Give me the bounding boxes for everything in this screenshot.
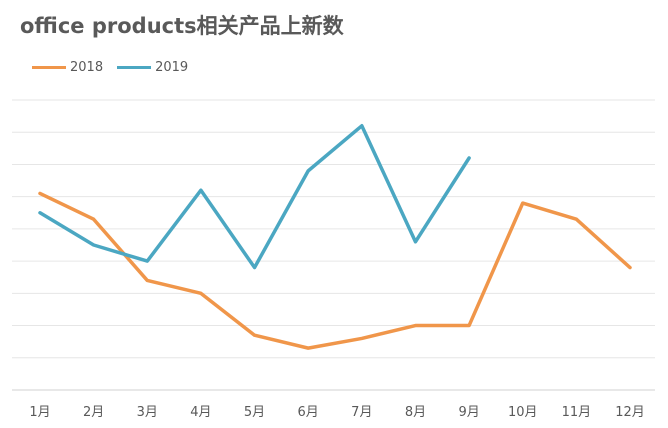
x-tick-label: 1月 <box>29 405 50 420</box>
x-tick-label: 2月 <box>83 405 104 420</box>
x-tick-label: 4月 <box>190 405 211 420</box>
chart-title: office products相关产品上新数 <box>20 14 344 38</box>
legend-swatch-2019 <box>117 66 152 69</box>
legend-label-2019: 2019 <box>155 60 189 75</box>
x-tick-label: 5月 <box>244 405 265 420</box>
legend-item-2018: 2018 <box>32 60 103 75</box>
x-tick-label: 10月 <box>508 405 538 420</box>
legend-item-2019: 2019 <box>117 60 188 75</box>
legend-label-2018: 2018 <box>70 60 104 75</box>
x-tick-label: 12月 <box>615 405 645 420</box>
x-tick-label: 9月 <box>458 405 479 420</box>
x-tick-label: 8月 <box>405 405 426 420</box>
legend-swatch-2018 <box>32 66 66 69</box>
series-line-2018 <box>38 191 632 350</box>
legend: 2018 2019 <box>32 60 188 75</box>
x-tick-label: 7月 <box>351 405 372 420</box>
x-tick-label: 6月 <box>298 405 319 420</box>
x-tick-label: 11月 <box>562 405 592 420</box>
x-tick-label: 3月 <box>137 405 158 420</box>
